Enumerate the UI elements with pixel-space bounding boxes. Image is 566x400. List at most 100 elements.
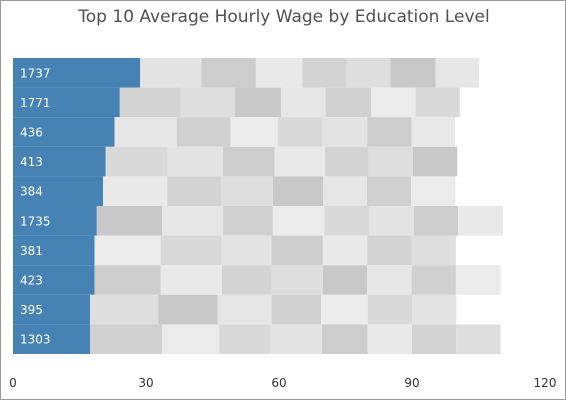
bar-segment-1303-1[interactable]: [90, 324, 162, 354]
bar-segment-1735-2[interactable]: [162, 206, 224, 236]
bar-segment-436-3[interactable]: [230, 117, 278, 147]
bar-segment-436-2[interactable]: [176, 117, 231, 147]
bar-highlight-395[interactable]: [13, 294, 91, 325]
bar-highlight-1303[interactable]: [13, 324, 91, 354]
bar-segment-381-5[interactable]: [322, 235, 368, 266]
bar-segment-1735-4[interactable]: [272, 206, 325, 236]
bar-segment-381-2[interactable]: [160, 235, 222, 266]
bar-segment-384-5[interactable]: [323, 176, 367, 206]
bar-segment-1771-3[interactable]: [234, 87, 282, 118]
bar-label-384: 384: [20, 185, 43, 199]
bar-segment-1735-6[interactable]: [369, 206, 414, 236]
bar-segment-1771-1[interactable]: [119, 87, 181, 118]
bar-segment-413-3[interactable]: [223, 146, 275, 177]
bar-segment-395-3[interactable]: [217, 294, 272, 325]
bar-segment-413-1[interactable]: [105, 146, 168, 177]
bar-segment-395-7[interactable]: [412, 294, 457, 325]
bar-segment-413-7[interactable]: [412, 146, 458, 177]
bar-label-423: 423: [20, 274, 43, 288]
bar-highlight-384[interactable]: [13, 176, 103, 206]
bar-segment-413-2[interactable]: [167, 146, 224, 177]
bar-segment-395-5[interactable]: [321, 294, 368, 325]
bar-segment-1737-5[interactable]: [346, 58, 391, 88]
bar-segment-413-4[interactable]: [274, 146, 326, 177]
bar-segment-1735-7[interactable]: [413, 206, 459, 236]
bar-segment-381-1[interactable]: [94, 235, 161, 266]
bar-highlight-381[interactable]: [13, 235, 95, 266]
bar-segment-1771-7[interactable]: [415, 87, 460, 118]
bar-segment-1303-8[interactable]: [456, 324, 501, 354]
bar-segment-384-1[interactable]: [103, 176, 168, 206]
bar-segment-395-4[interactable]: [271, 294, 322, 325]
bar-segment-413-6[interactable]: [368, 146, 413, 177]
bar-segment-381-6[interactable]: [367, 235, 412, 266]
bar-segment-1303-7[interactable]: [412, 324, 457, 354]
bar-highlight-1771[interactable]: [13, 87, 120, 118]
bar-segment-1737-4[interactable]: [302, 58, 347, 88]
x-tick-label-120: 120: [534, 376, 557, 390]
bar-highlight-1737[interactable]: [13, 58, 141, 88]
bar-segment-1737-2[interactable]: [201, 58, 256, 88]
bar-segment-1303-5[interactable]: [322, 324, 368, 354]
bar-segment-436-5[interactable]: [322, 117, 368, 147]
bar-label-1771: 1771: [20, 96, 51, 110]
bar-segment-1735-1[interactable]: [96, 206, 162, 236]
chart-title: Top 10 Average Hourly Wage by Education …: [78, 7, 490, 27]
bar-segment-384-4[interactable]: [272, 176, 324, 206]
bar-segment-1735-5[interactable]: [324, 206, 370, 236]
bar-segment-436-1[interactable]: [114, 117, 177, 147]
bar-highlight-1735[interactable]: [13, 206, 97, 236]
bar-segment-395-1[interactable]: [90, 294, 159, 325]
bar-segment-423-6[interactable]: [367, 265, 412, 295]
bar-segment-413-5[interactable]: [325, 146, 369, 177]
bar-highlight-423[interactable]: [13, 265, 95, 295]
bar-segment-423-5[interactable]: [322, 265, 368, 295]
bar-segment-423-8[interactable]: [455, 265, 501, 295]
bar-segment-1771-5[interactable]: [325, 87, 372, 118]
bar-segment-384-3[interactable]: [221, 176, 273, 206]
bar-label-436: 436: [20, 126, 43, 140]
x-tick-label-30: 30: [138, 376, 153, 390]
bar-segment-384-7[interactable]: [411, 176, 456, 206]
bar-segment-381-3[interactable]: [221, 235, 272, 266]
bar-segment-1735-3[interactable]: [223, 206, 273, 236]
x-tick-label-0: 0: [9, 376, 17, 390]
bar-highlight-436[interactable]: [13, 117, 115, 147]
bar-segment-423-1[interactable]: [94, 265, 161, 295]
x-tick-label-60: 60: [271, 376, 286, 390]
bar-segment-436-4[interactable]: [277, 117, 322, 147]
bar-label-1737: 1737: [20, 66, 51, 80]
bar-label-1735: 1735: [20, 214, 51, 228]
bar-segment-423-4[interactable]: [271, 265, 323, 295]
bar-segment-1735-8[interactable]: [458, 206, 503, 236]
bar-highlight-413[interactable]: [13, 146, 106, 177]
bar-segment-1303-4[interactable]: [270, 324, 322, 354]
bar-segment-1737-6[interactable]: [390, 58, 436, 88]
bar-segment-384-6[interactable]: [366, 176, 412, 206]
bar-label-395: 395: [20, 303, 43, 317]
bar-segment-384-2[interactable]: [167, 176, 222, 206]
bar-segment-423-3[interactable]: [221, 265, 272, 295]
bar-segment-436-7[interactable]: [411, 117, 455, 147]
bar-segment-1303-3[interactable]: [219, 324, 271, 354]
bar-label-1303: 1303: [20, 333, 51, 347]
bar-segment-381-7[interactable]: [411, 235, 456, 266]
bar-segment-395-2[interactable]: [158, 294, 218, 325]
bar-segment-1771-2[interactable]: [180, 87, 235, 118]
bar-segment-1303-2[interactable]: [162, 324, 220, 354]
bar-label-413: 413: [20, 155, 43, 169]
bar-segment-1771-4[interactable]: [281, 87, 326, 118]
bar-segment-395-6[interactable]: [367, 294, 412, 325]
bar-segment-1771-6[interactable]: [371, 87, 416, 118]
bar-segment-436-6[interactable]: [367, 117, 412, 147]
bar-segment-1303-6[interactable]: [367, 324, 412, 354]
bar-segment-381-4[interactable]: [271, 235, 323, 266]
bar-segment-1737-1[interactable]: [140, 58, 202, 88]
x-tick-label-90: 90: [404, 376, 419, 390]
bar-segment-423-2[interactable]: [160, 265, 222, 295]
bar-segment-1737-7[interactable]: [435, 58, 479, 88]
bar-segment-423-7[interactable]: [411, 265, 456, 295]
bar-segment-1737-3[interactable]: [255, 58, 303, 88]
